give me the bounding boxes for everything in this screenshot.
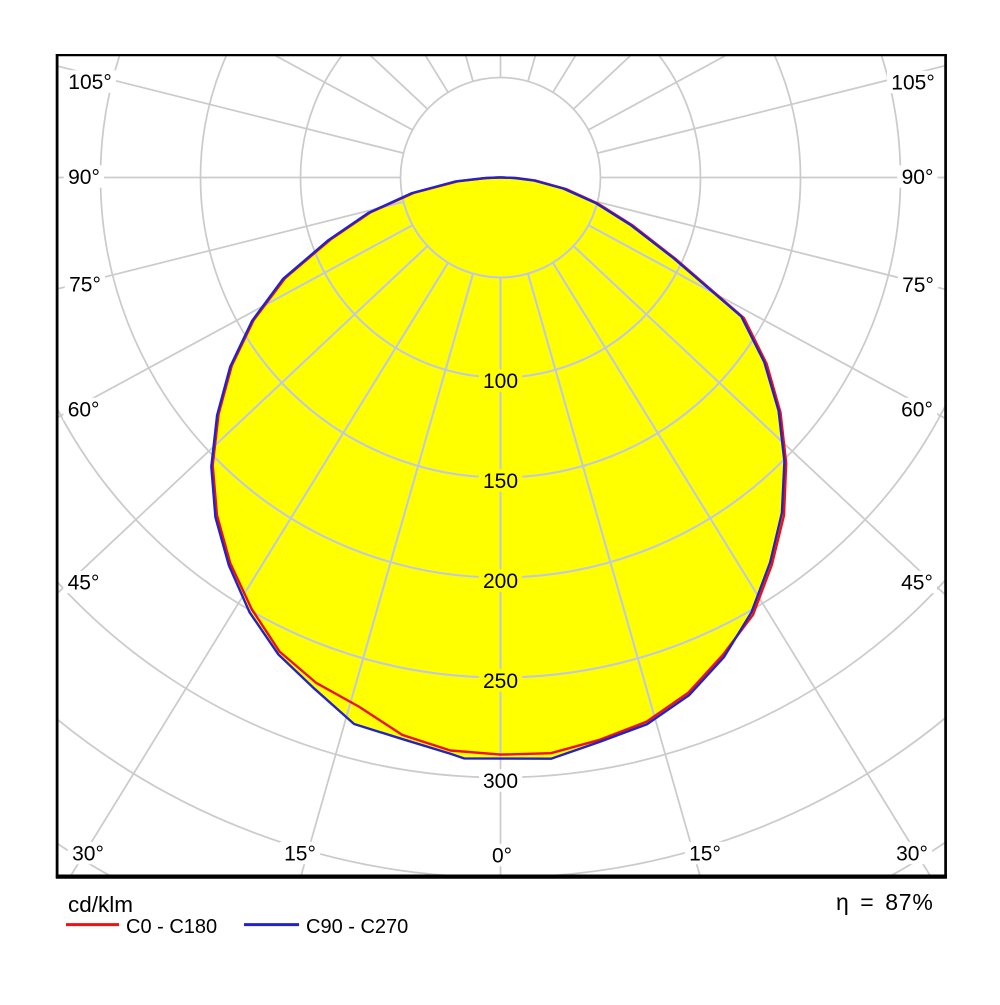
svg-text:η = 87%: η = 87% bbox=[836, 889, 934, 915]
svg-text:250: 250 bbox=[483, 670, 518, 693]
svg-text:45°: 45° bbox=[68, 572, 100, 595]
svg-text:30°: 30° bbox=[72, 843, 104, 866]
svg-text:75°: 75° bbox=[902, 274, 934, 297]
svg-text:C0 - C180: C0 - C180 bbox=[126, 916, 217, 938]
svg-text:C90 - C270: C90 - C270 bbox=[306, 916, 408, 938]
svg-text:60°: 60° bbox=[901, 399, 933, 422]
svg-text:15°: 15° bbox=[689, 843, 721, 866]
svg-text:300: 300 bbox=[483, 770, 518, 793]
svg-text:75°: 75° bbox=[69, 274, 101, 297]
svg-text:0°: 0° bbox=[492, 845, 512, 868]
svg-text:30°: 30° bbox=[896, 843, 928, 866]
svg-text:cd/klm: cd/klm bbox=[68, 892, 133, 917]
svg-text:60°: 60° bbox=[68, 399, 100, 422]
svg-text:105°: 105° bbox=[68, 71, 111, 94]
svg-text:15°: 15° bbox=[284, 843, 316, 866]
svg-text:90°: 90° bbox=[902, 166, 934, 189]
svg-text:105°: 105° bbox=[891, 72, 934, 95]
svg-text:200: 200 bbox=[483, 570, 518, 593]
svg-text:45°: 45° bbox=[901, 572, 933, 595]
svg-text:150: 150 bbox=[483, 470, 518, 493]
svg-text:90°: 90° bbox=[68, 166, 100, 189]
svg-text:100: 100 bbox=[483, 370, 518, 393]
